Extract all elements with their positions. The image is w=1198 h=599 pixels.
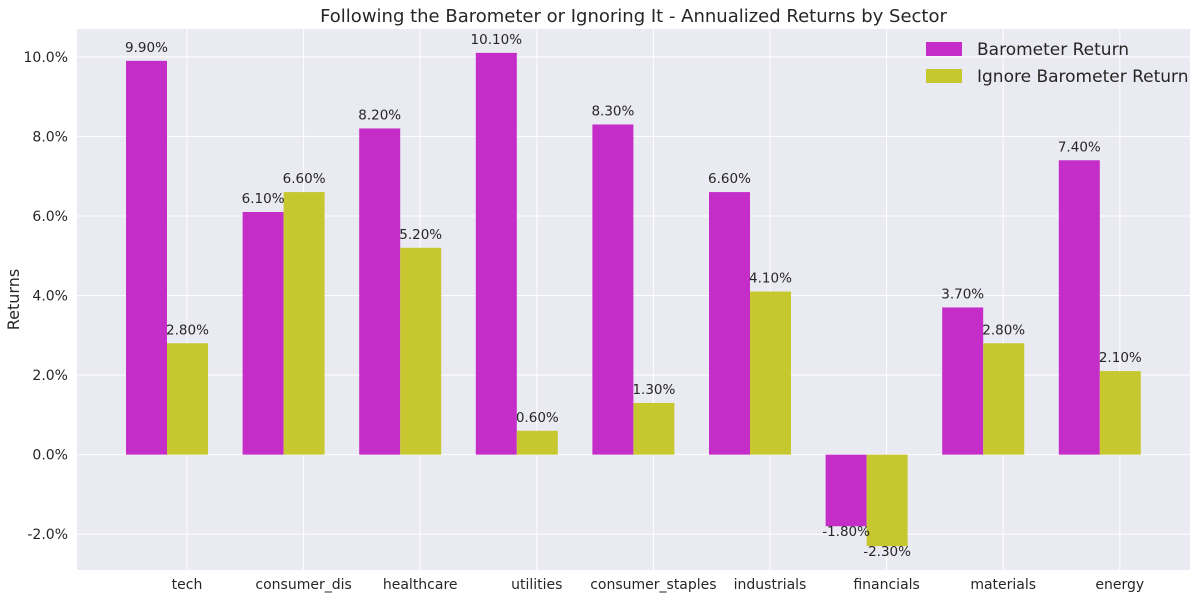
legend-label-barometer: Barometer Return (977, 40, 1129, 60)
bar-ignore-barometer (283, 192, 325, 455)
bar-ignore-barometer (400, 247, 442, 455)
legend-swatch-ignore-barometer (926, 69, 962, 83)
legend: Barometer Return Ignore Barometer Return (926, 40, 1189, 87)
data-label: 0.60% (516, 410, 559, 426)
bar-ignore-barometer (516, 430, 558, 455)
x-tick-label: utilities (511, 577, 562, 593)
bar-ignore-barometer (983, 343, 1025, 455)
data-label: 3.70% (941, 286, 984, 302)
data-label: 6.60% (708, 171, 751, 187)
bar-barometer (942, 307, 984, 455)
data-label: 6.10% (242, 191, 285, 207)
bar-barometer (126, 60, 167, 455)
axes: -2.0% 0.0% 2.0% 4.0% 6.0% 8.0% 10.0% tech consum… (24, 50, 1145, 593)
chart-title: Following the Barometer or Ignoring It -… (320, 6, 947, 27)
data-label: 10.10% (471, 32, 523, 48)
x-tick-label: healthcare (383, 577, 458, 593)
legend-label-ignore-barometer: Ignore Barometer Return (977, 67, 1189, 87)
x-tick-label: consumer_dis (255, 577, 351, 593)
y-tick-label: 8.0% (32, 129, 68, 145)
y-tick-label: -2.0% (27, 527, 68, 543)
bar-ignore-barometer (167, 343, 208, 455)
y-tick-label: 10.0% (24, 50, 68, 66)
data-label: 2.10% (1099, 350, 1142, 366)
y-tick-label: 6.0% (32, 209, 68, 225)
bar-barometer (592, 124, 634, 455)
bar-barometer (475, 52, 517, 455)
data-label: 8.30% (591, 103, 634, 119)
data-label: 2.80% (982, 322, 1025, 338)
data-label: 2.80% (166, 322, 209, 338)
x-tick-label: materials (970, 577, 1036, 593)
bar-ignore-barometer (1099, 371, 1141, 455)
bars (126, 52, 1141, 547)
data-label: 8.20% (358, 107, 401, 123)
x-tick-label: financials (853, 577, 920, 593)
x-tick-label: consumer_staples (590, 577, 716, 593)
data-labels: 9.90% 6.10% 8.20% 10.10% 8.30% 6.60% -1.80% 3.7… (125, 32, 1142, 560)
y-tick-label: 0.0% (32, 448, 68, 464)
x-tick-label: tech (172, 577, 203, 593)
bar-barometer (359, 128, 401, 455)
data-label: -2.30% (863, 544, 911, 560)
x-tick-label: industrials (734, 577, 807, 593)
x-tick-label: energy (1095, 577, 1144, 593)
data-label: 6.60% (283, 171, 326, 187)
data-label: 5.20% (399, 227, 442, 243)
data-label: -1.80% (822, 524, 870, 540)
bar-barometer (1058, 160, 1100, 455)
bar-ignore-barometer (633, 402, 675, 455)
data-label: 1.30% (632, 382, 675, 398)
y-axis-label: Returns (4, 269, 23, 330)
bar-ignore-barometer (750, 291, 791, 455)
y-tick-label: 4.0% (32, 289, 68, 305)
bar-barometer (709, 192, 750, 455)
data-label: 7.40% (1058, 139, 1101, 155)
bar-barometer (242, 211, 284, 455)
data-label: 4.10% (749, 271, 792, 287)
y-tick-label: 2.0% (32, 368, 68, 384)
legend-swatch-barometer (926, 42, 962, 56)
bar-ignore-barometer (866, 454, 908, 547)
data-label: 9.90% (125, 40, 168, 56)
bar-barometer (825, 454, 867, 527)
